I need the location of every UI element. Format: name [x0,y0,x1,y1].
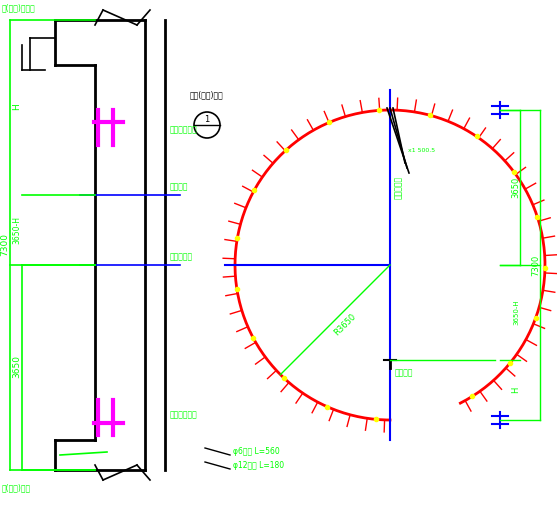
Text: H: H [511,387,520,393]
Text: 洞门连接钢筋: 洞门连接钢筋 [170,125,198,135]
Text: 洞门中心线: 洞门中心线 [394,176,403,199]
Text: φ12箍筋 L=180: φ12箍筋 L=180 [233,461,284,470]
Text: 3650: 3650 [511,177,520,198]
Text: 桩(排桩)范围: 桩(排桩)范围 [2,484,31,492]
Text: H: H [12,104,22,110]
Text: x1 500.5: x1 500.5 [408,147,435,152]
Text: 桩(排桩)范围线: 桩(排桩)范围线 [2,4,36,13]
Text: 3650-H: 3650-H [513,300,519,325]
Text: R3650: R3650 [333,312,358,338]
Text: 7300: 7300 [531,255,540,276]
Text: φ6钢筋 L=560: φ6钢筋 L=560 [233,448,280,457]
Text: 3650: 3650 [12,356,22,378]
Text: 3650-H: 3650-H [12,216,22,244]
Text: 轨面标高: 轨面标高 [395,368,413,377]
Text: 轨面标高: 轨面标高 [170,182,188,192]
Text: 洞门连接钢筋: 洞门连接钢筋 [170,410,198,420]
Text: 图例(钢筋)说明: 图例(钢筋)说明 [190,90,224,100]
Text: 洞门中心线: 洞门中心线 [170,252,193,262]
Text: 7300: 7300 [1,234,9,257]
Text: 1: 1 [204,115,209,124]
